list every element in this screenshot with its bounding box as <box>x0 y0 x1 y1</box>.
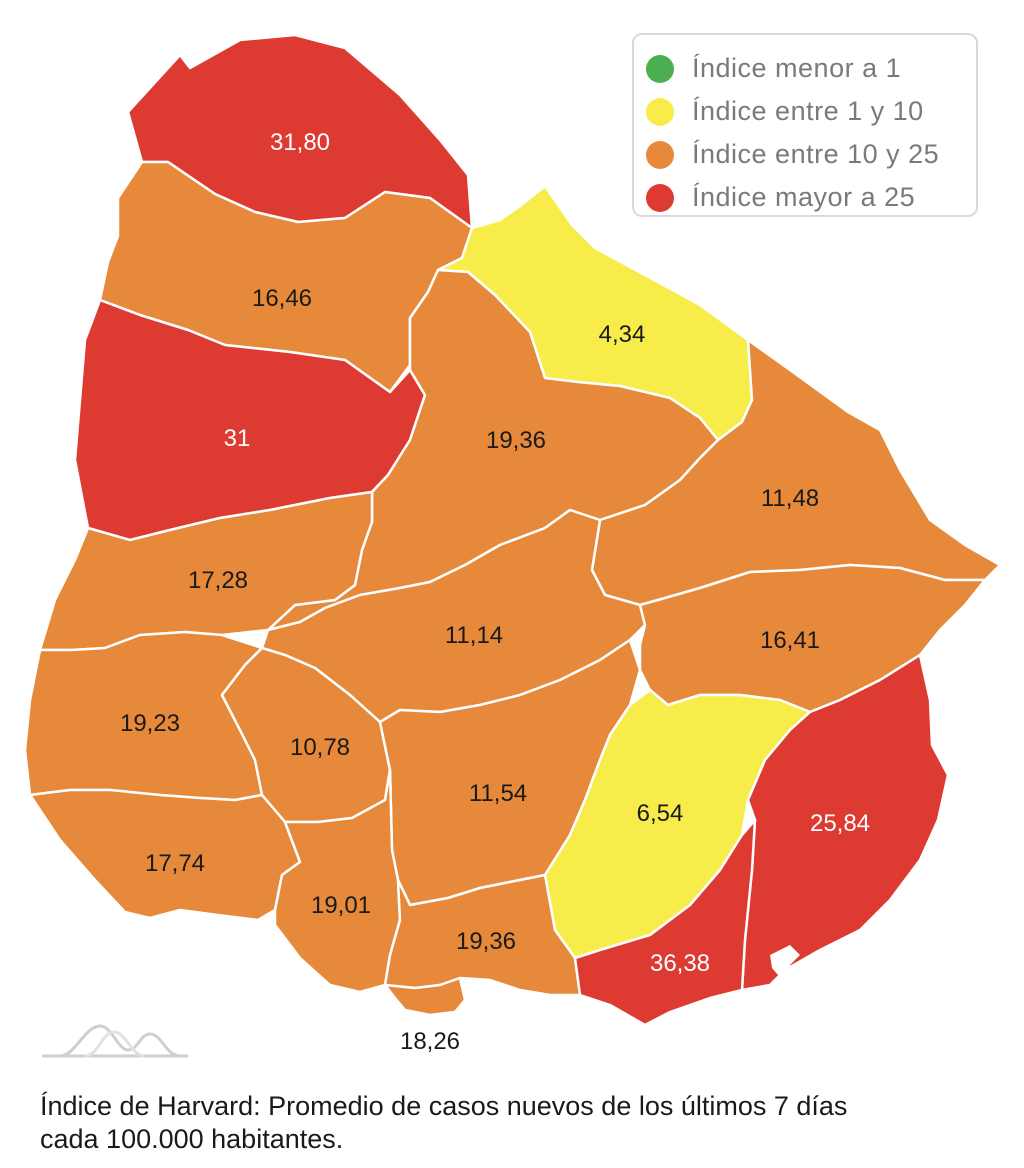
department-label: 17,74 <box>145 850 205 877</box>
department-maldonado <box>573 818 757 1027</box>
legend-swatch <box>646 140 674 169</box>
department-montevideo <box>383 976 467 1017</box>
caption-line: Índice de Harvard: Promedio de casos nue… <box>40 1091 848 1121</box>
legend-label: Índice mayor a 25 <box>692 182 916 212</box>
department-label: 16,46 <box>252 285 312 312</box>
department-label: 31 <box>224 425 251 452</box>
department-label: 31,80 <box>270 129 330 156</box>
legend-swatch <box>646 97 674 126</box>
department-label: 11,48 <box>761 485 819 512</box>
legend-swatch <box>646 54 674 83</box>
department-label: 11,54 <box>469 780 527 807</box>
department-label: 18,26 <box>400 1028 460 1055</box>
department-label: 17,28 <box>188 567 248 594</box>
department-label: 19,36 <box>486 427 546 454</box>
legend-item: Índice entre 10 y 25 <box>646 133 976 176</box>
legend-label: Índice entre 10 y 25 <box>692 139 940 169</box>
department-label: 11,14 <box>445 622 503 649</box>
legend-item: Índice menor a 1 <box>646 47 976 90</box>
department-label: 36,38 <box>650 950 710 977</box>
department-rocha <box>740 653 950 992</box>
lagoon-shape <box>770 945 802 985</box>
legend-item: Índice entre 1 y 10 <box>646 90 976 133</box>
department-label: 10,78 <box>290 734 350 761</box>
legend-label: Índice menor a 1 <box>692 53 902 83</box>
map-legend: Índice menor a 1 Índice entre 1 y 10 Índ… <box>632 33 978 217</box>
legend-label: Índice entre 1 y 10 <box>692 96 924 126</box>
department-label: 19,36 <box>456 928 516 955</box>
legend-swatch <box>646 183 674 212</box>
department-label: 19,01 <box>311 892 371 919</box>
department-label: 4,34 <box>599 321 646 348</box>
department-label: 19,23 <box>120 710 180 737</box>
department-label: 16,41 <box>760 627 820 654</box>
uruguay-map: 31,80 16,46 31 4,34 19,36 11,48 17,28 11… <box>23 33 1002 1055</box>
department-label: 25,84 <box>810 810 870 837</box>
mountain-logo-icon <box>42 1024 188 1058</box>
caption-line: cada 100.000 habitantes. <box>40 1124 344 1154</box>
legend-item: Índice mayor a 25 <box>646 176 976 219</box>
department-label: 6,54 <box>637 800 684 827</box>
map-caption: Índice de Harvard: Promedio de casos nue… <box>40 1090 1000 1156</box>
